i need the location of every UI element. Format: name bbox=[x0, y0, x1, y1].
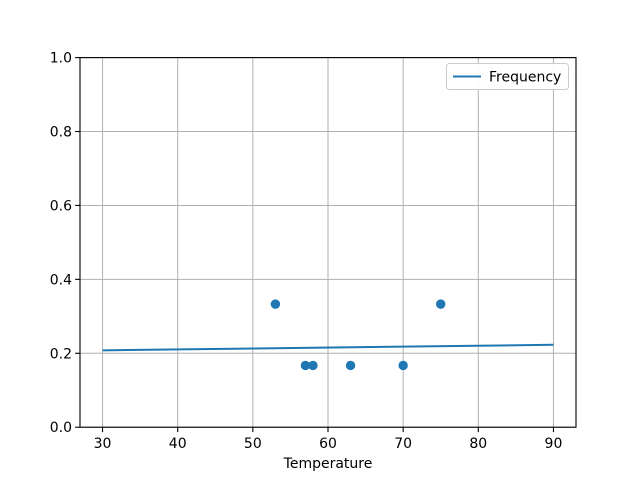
axis-ticks bbox=[75, 57, 555, 433]
y-tick-label: 0.8 bbox=[50, 125, 72, 141]
x-tick-label: 80 bbox=[469, 436, 487, 452]
data-series bbox=[102, 299, 554, 371]
y-tick-label: 0.2 bbox=[50, 346, 72, 362]
x-tick-label: 30 bbox=[94, 436, 112, 452]
x-tick-label: 70 bbox=[394, 436, 412, 452]
legend: Frequency bbox=[446, 63, 569, 90]
x-tick-label: 50 bbox=[244, 436, 262, 452]
scatter-point bbox=[436, 299, 446, 309]
scatter-point bbox=[345, 360, 356, 371]
x-tick-label: 40 bbox=[169, 436, 187, 452]
x-tick-label: 90 bbox=[545, 436, 563, 452]
x-tick-label: 60 bbox=[319, 436, 337, 452]
y-tick-label: 0.4 bbox=[50, 272, 72, 288]
frequency-line bbox=[102, 343, 554, 352]
x-axis-label: Temperature bbox=[283, 456, 373, 472]
y-tick-label: 0.0 bbox=[50, 420, 72, 436]
grid-lines bbox=[80, 57, 576, 428]
scatter-point bbox=[300, 360, 311, 371]
scatter-point bbox=[398, 360, 408, 371]
y-tick-label: 1.0 bbox=[50, 51, 72, 67]
scatter-point bbox=[270, 299, 281, 309]
scatter-point bbox=[308, 360, 318, 371]
legend-entry-label: Frequency bbox=[489, 70, 561, 86]
y-tick-label: 0.6 bbox=[50, 198, 72, 214]
tick-labels: 30 40 50 60 70 80 90 0.0 0.2 0.4 0.6 0.8 1.0 bbox=[50, 51, 563, 453]
legend-box bbox=[446, 63, 569, 90]
